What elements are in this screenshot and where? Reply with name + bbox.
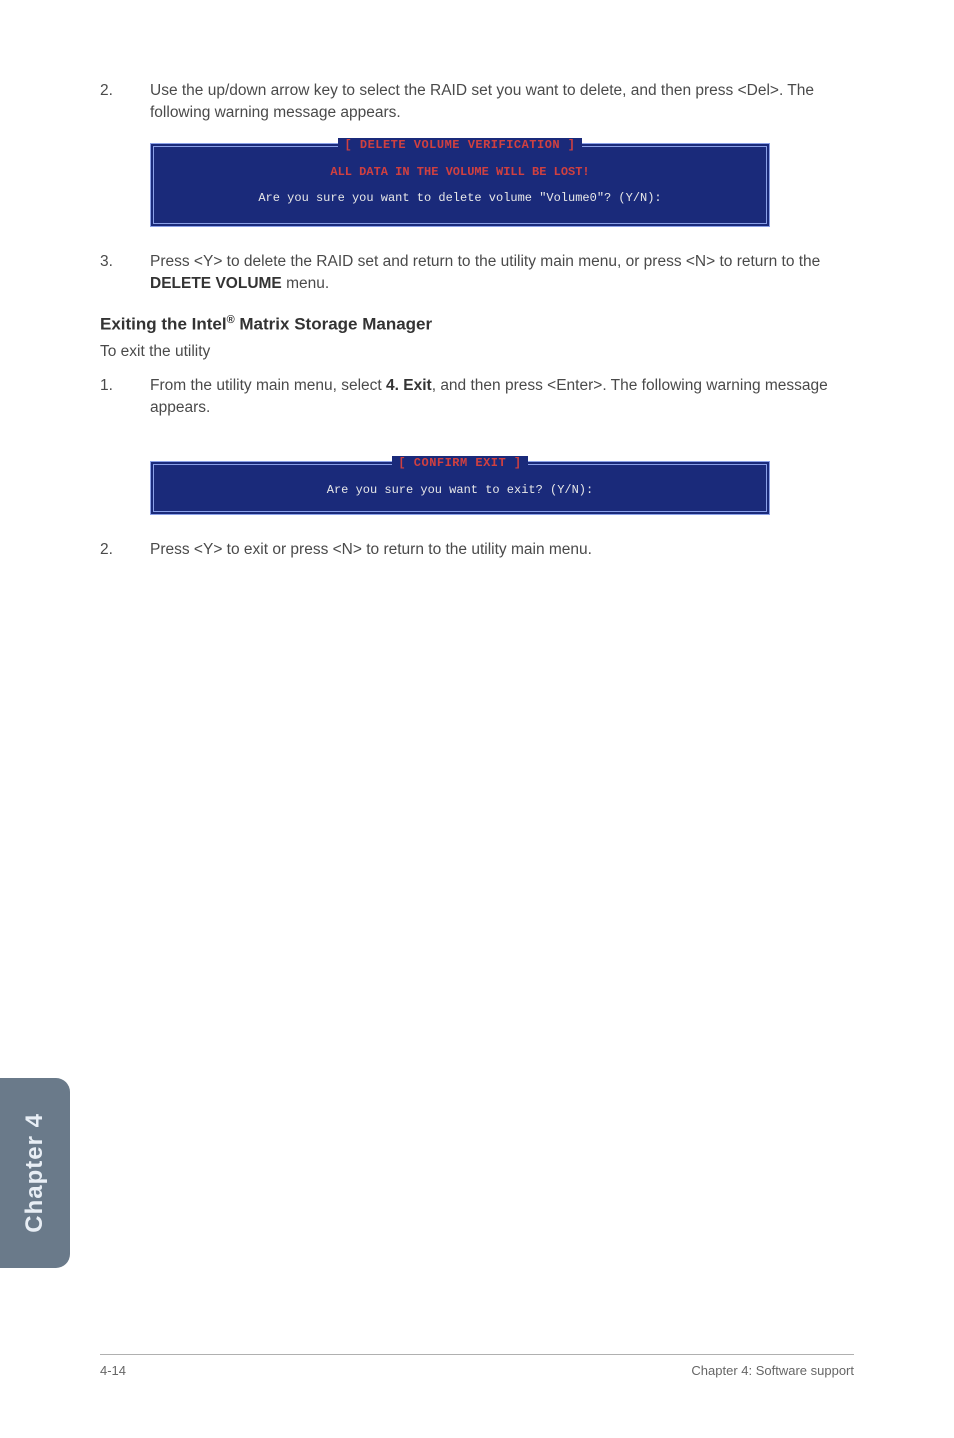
step-number: 3. (100, 251, 150, 296)
bios-confirm-exit-box: [ CONFIRM EXIT ] Are you sure you want t… (150, 461, 770, 515)
bios-prompt-text: Are you sure you want to delete volume "… (174, 191, 746, 205)
intro-text: To exit the utility (100, 343, 854, 361)
chapter-side-label: Chapter 4 (21, 1113, 49, 1233)
bios-delete-volume-box: [ DELETE VOLUME VERIFICATION ] ALL DATA … (150, 143, 770, 227)
heading-sup: ® (227, 314, 235, 326)
text-bold: 4. Exit (386, 377, 432, 394)
chapter-side-tab: Chapter 4 (0, 1078, 70, 1268)
bios-title: [ CONFIRM EXIT ] (392, 456, 527, 470)
text-part: menu. (282, 275, 329, 292)
section-heading-exit: Exiting the Intel® Matrix Storage Manage… (100, 314, 854, 335)
text-part: From the utility main menu, select (150, 377, 386, 394)
bios-title: [ DELETE VOLUME VERIFICATION ] (338, 138, 581, 152)
text-part: Press <Y> to delete the RAID set and ret… (150, 253, 820, 270)
heading-post: Matrix Storage Manager (235, 315, 432, 334)
footer-page-number: 4-14 (100, 1363, 126, 1378)
step-text: From the utility main menu, select 4. Ex… (150, 375, 854, 420)
step-1-exit: 1. From the utility main menu, select 4.… (100, 375, 854, 420)
step-3-confirm-delete: 3. Press <Y> to delete the RAID set and … (100, 251, 854, 296)
text-bold: DELETE VOLUME (150, 275, 282, 292)
step-text: Use the up/down arrow key to select the … (150, 80, 854, 125)
step-number: 2. (100, 80, 150, 125)
step-number: 1. (100, 375, 150, 420)
step-number: 2. (100, 539, 150, 561)
step-text: Press <Y> to exit or press <N> to return… (150, 539, 854, 561)
bios-warning-text: ALL DATA IN THE VOLUME WILL BE LOST! (174, 165, 746, 179)
page-footer: 4-14 Chapter 4: Software support (100, 1354, 854, 1378)
step-2-delete: 2. Use the up/down arrow key to select t… (100, 80, 854, 125)
step-2-exit-confirm: 2. Press <Y> to exit or press <N> to ret… (100, 539, 854, 561)
footer-chapter-title: Chapter 4: Software support (691, 1363, 854, 1378)
step-text: Press <Y> to delete the RAID set and ret… (150, 251, 854, 296)
bios-prompt-text: Are you sure you want to exit? (Y/N): (174, 483, 746, 497)
heading-pre: Exiting the Intel (100, 315, 227, 334)
